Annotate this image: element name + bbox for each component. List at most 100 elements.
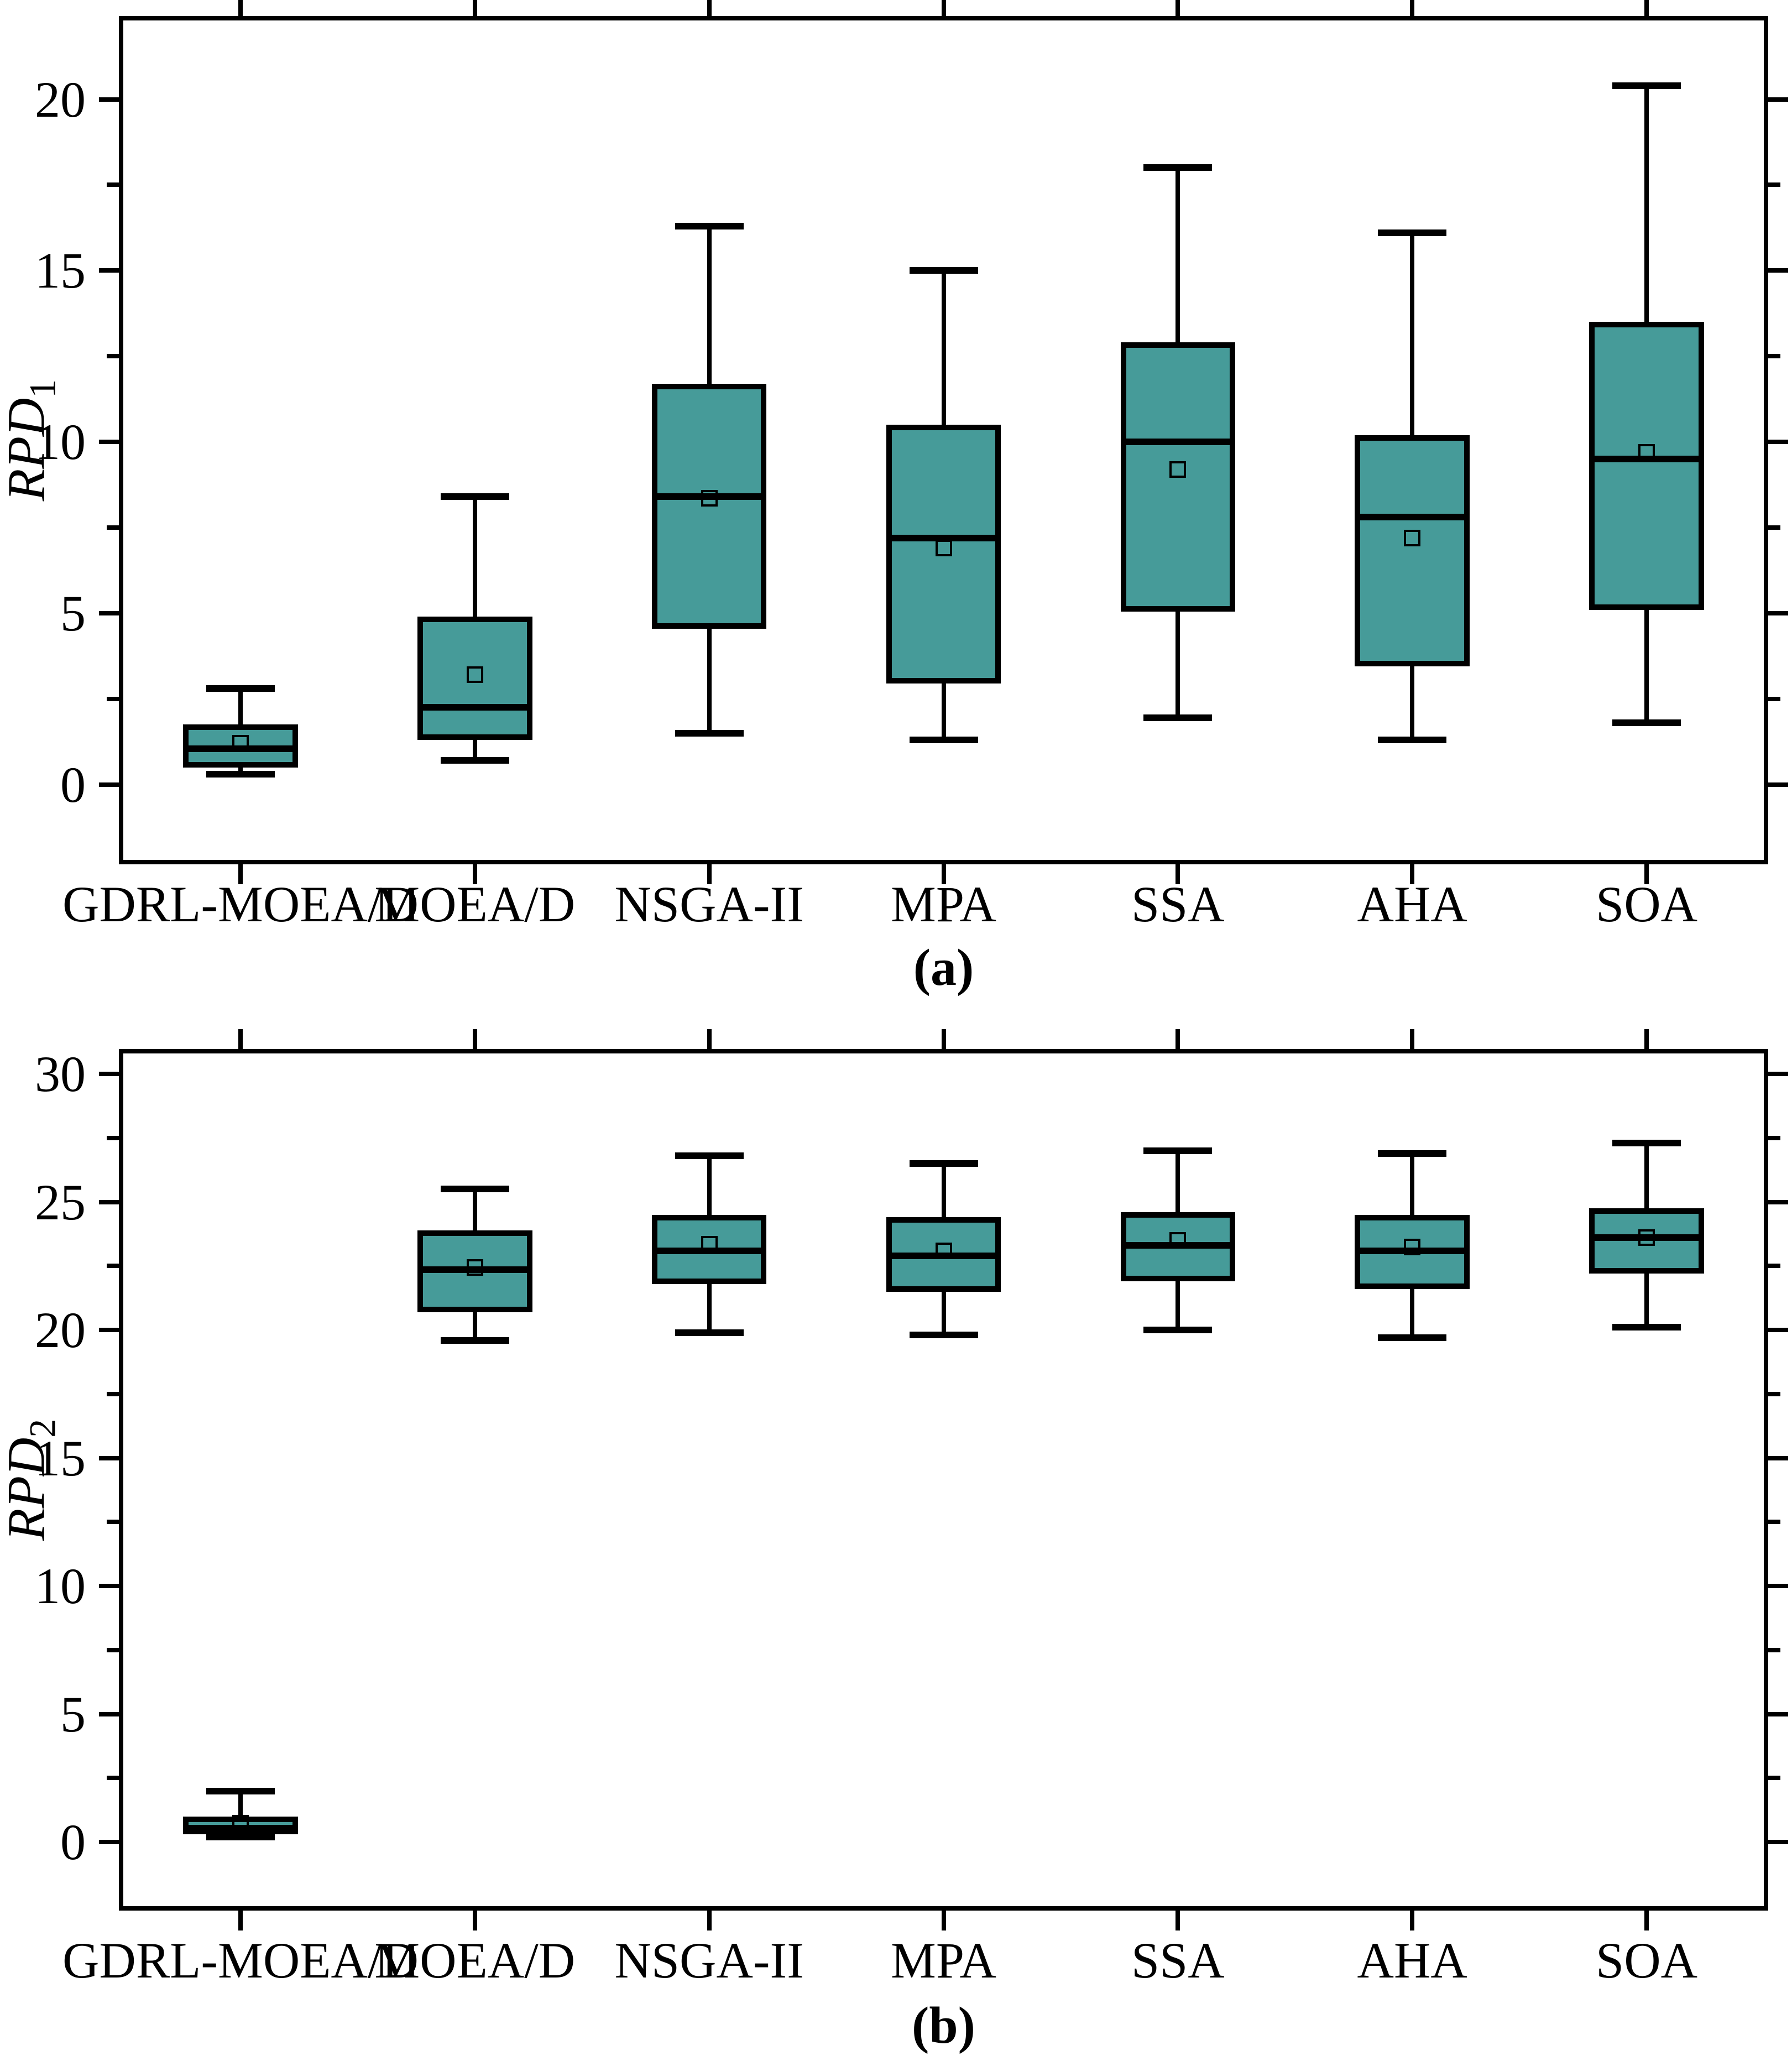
whisker-lower: [472, 740, 477, 761]
whisker-cap-max: [1612, 82, 1681, 89]
whisker-upper: [1175, 168, 1180, 343]
median-line: [886, 1252, 1001, 1259]
whisker-cap-min: [206, 1833, 275, 1840]
iqr-box: [651, 383, 767, 629]
mean-marker: [232, 735, 249, 752]
mean-marker: [466, 1259, 483, 1276]
y-tick-label: 20: [35, 1302, 86, 1359]
whisker-cap-min: [675, 1329, 744, 1336]
y-tick-label: 15: [35, 1429, 86, 1486]
median-line: [1589, 1234, 1704, 1241]
y-axis-minor-tick-left: [107, 1264, 119, 1269]
whisker-cap-min: [1378, 1334, 1447, 1341]
y-axis-minor-tick-left: [107, 182, 119, 187]
mean-marker: [1638, 443, 1655, 461]
whisker-lower: [707, 1283, 712, 1333]
x-axis-major-tick-bottom: [238, 864, 243, 884]
y-axis-major-tick-left: [99, 1712, 119, 1716]
whisker-upper: [472, 1189, 477, 1230]
y-axis-minor-tick-right: [1768, 1135, 1780, 1140]
x-axis-major-tick-bottom: [1410, 1911, 1415, 1930]
y-tick-label: 20: [35, 71, 86, 128]
x-category-label: GDRL-MOEA/D: [62, 876, 419, 932]
mean-marker: [1169, 1232, 1187, 1249]
whisker-upper: [941, 270, 946, 425]
median-line: [651, 493, 767, 500]
whisker-cap-min: [1378, 737, 1447, 744]
y-tick-label: 5: [60, 1686, 86, 1742]
iqr-box: [1589, 322, 1704, 610]
y-axis-major-tick-right: [1768, 1328, 1788, 1333]
mean-marker: [1404, 529, 1421, 546]
y-tick-label: 30: [35, 1046, 86, 1103]
mean-marker: [701, 1235, 718, 1253]
y-axis-minor-tick-left: [107, 525, 119, 530]
y-axis-minor-tick-right: [1768, 1264, 1780, 1269]
mean-marker: [232, 1814, 249, 1832]
whisker-upper: [238, 688, 243, 725]
median-line: [183, 1824, 298, 1832]
whisker-cap-min: [1143, 1327, 1213, 1334]
median-line: [1120, 1242, 1236, 1249]
x-axis-major-tick-top: [1175, 0, 1180, 16]
whisker-cap-min: [440, 1337, 509, 1344]
median-line: [183, 745, 298, 752]
whisker-cap-max: [1612, 1140, 1681, 1147]
whisker-cap-min: [440, 757, 509, 764]
whisker-upper: [941, 1163, 946, 1218]
y-axis-minor-tick-left: [107, 1135, 119, 1140]
y-axis-major-tick-right: [1768, 1072, 1788, 1077]
whisker-cap-min: [675, 729, 744, 737]
y-tick-label: 5: [60, 585, 86, 641]
y-axis-minor-tick-left: [107, 696, 119, 701]
whisker-lower: [707, 628, 712, 733]
whisker-cap-max: [440, 493, 509, 500]
whisker-cap-max: [675, 222, 744, 229]
whisker-lower: [472, 1312, 477, 1340]
whisker-lower: [1644, 609, 1649, 723]
median-line: [417, 704, 532, 711]
mean-marker: [935, 540, 952, 557]
y-axis-minor-tick-left: [107, 1520, 119, 1525]
x-axis-major-tick-bottom: [707, 1911, 712, 1930]
x-axis-major-tick-bottom: [1175, 864, 1180, 884]
whisker-cap-min: [1612, 1324, 1681, 1331]
x-category-label: SSA: [1131, 876, 1225, 932]
x-category-label: SSA: [1131, 1932, 1225, 1989]
x-category-label: MPA: [891, 1932, 996, 1989]
x-axis-major-tick-top: [472, 1029, 477, 1049]
mean-marker: [701, 490, 718, 507]
y-axis-major-tick-left: [99, 611, 119, 615]
x-axis-major-tick-top: [1410, 1029, 1415, 1049]
x-axis-major-tick-bottom: [472, 1911, 477, 1930]
x-category-label: MOEA/D: [374, 1932, 576, 1989]
y-axis-minor-tick-right: [1768, 696, 1780, 701]
y-axis-major-tick-left: [99, 1072, 119, 1077]
whisker-upper: [472, 497, 477, 617]
x-axis-major-tick-top: [1644, 1029, 1649, 1049]
y-axis-minor-tick-left: [107, 1391, 119, 1396]
y-axis-major-tick-right: [1768, 1712, 1788, 1716]
y-axis-major-tick-left: [99, 1328, 119, 1333]
x-axis-major-tick-bottom: [941, 1911, 946, 1930]
x-axis-major-tick-top: [941, 0, 946, 16]
x-category-label: MPA: [891, 876, 996, 932]
whisker-lower: [1175, 611, 1180, 718]
whisker-cap-min: [909, 737, 978, 744]
median-line: [417, 1266, 532, 1274]
x-axis-major-tick-top: [238, 1029, 243, 1049]
whisker-upper: [1410, 1153, 1415, 1215]
y-axis-minor-tick-right: [1768, 1776, 1780, 1781]
y-axis-major-tick-left: [99, 1199, 119, 1204]
median-line: [886, 534, 1001, 541]
whisker-cap-max: [440, 1186, 509, 1193]
x-axis-major-tick-bottom: [941, 864, 946, 884]
mean-marker: [1169, 461, 1187, 478]
median-line: [1355, 1247, 1470, 1254]
whisker-upper: [707, 226, 712, 384]
y-axis-minor-tick-right: [1768, 1520, 1780, 1525]
mean-marker: [1404, 1238, 1421, 1255]
whisker-cap-max: [675, 1152, 744, 1160]
y-tick-label: 10: [35, 1558, 86, 1615]
